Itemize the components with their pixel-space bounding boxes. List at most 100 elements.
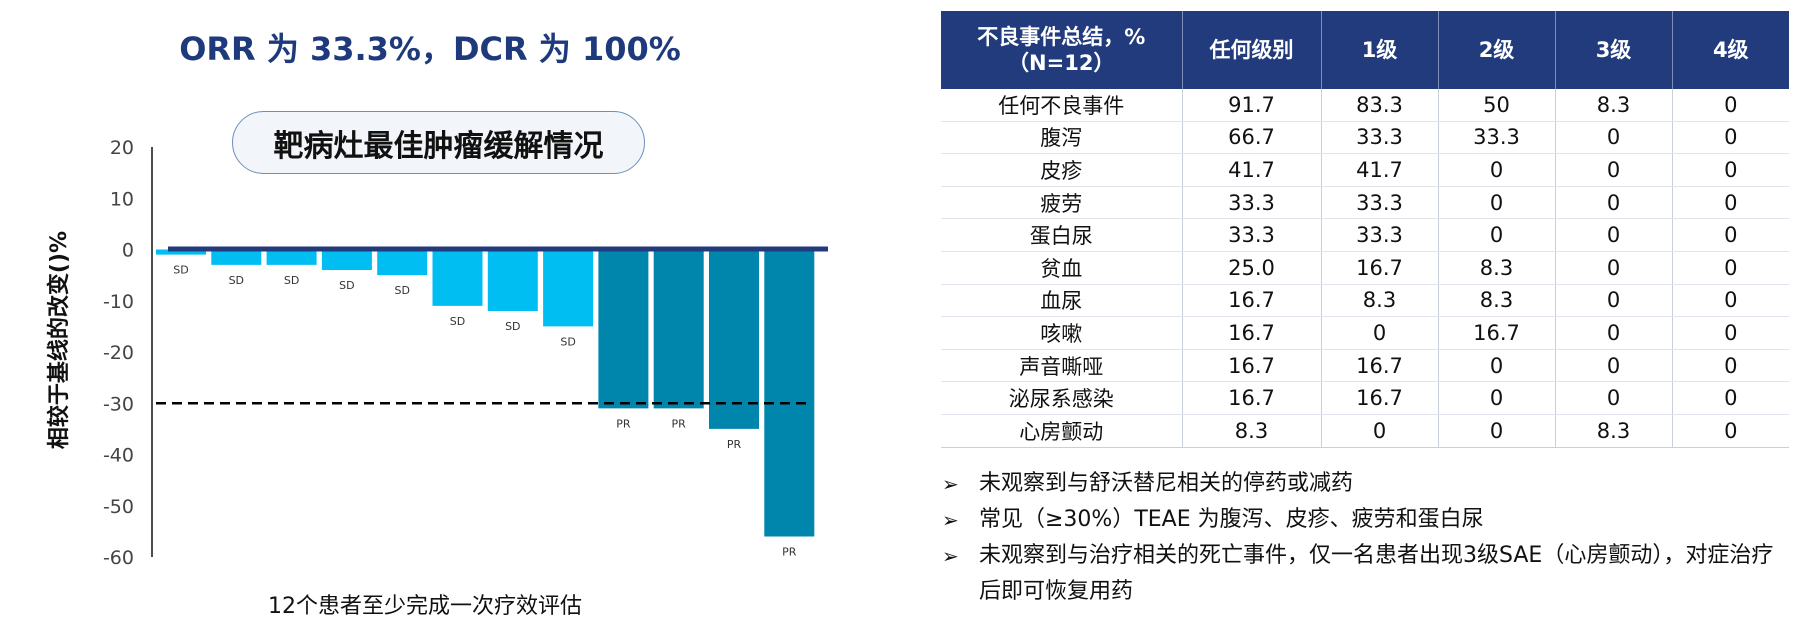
value-cell: 8.3 xyxy=(1321,284,1439,318)
y-axis-label: 相较于基线的改变()% xyxy=(47,230,72,450)
note-item: ➢ 未观察到与舒沃替尼相关的停药或减药 xyxy=(942,466,1792,502)
event-name-cell: 血尿 xyxy=(941,284,1183,318)
event-name-cell: 任何不良事件 xyxy=(941,89,1183,122)
value-cell: 83.3 xyxy=(1321,89,1439,122)
value-cell: 0 xyxy=(1438,186,1556,220)
table-row: 皮疹 41.7 41.7 0 0 0 xyxy=(941,153,1789,187)
value-cell: 33.3 xyxy=(1182,218,1322,252)
value-cell: 8.3 xyxy=(1438,251,1556,285)
note-item: ➢ 未观察到与治疗相关的死亡事件，仅一名患者出现3级SAE（心房颤动），对症治疗… xyxy=(942,538,1792,610)
value-cell: 16.7 xyxy=(1182,284,1322,318)
table-row: 任何不良事件 91.7 83.3 50 8.3 0 xyxy=(941,89,1789,122)
bar-label: PR xyxy=(727,438,742,451)
value-cell: 0 xyxy=(1555,284,1673,318)
bar-label: SD xyxy=(339,279,354,292)
value-cell: 0 xyxy=(1672,316,1789,350)
event-name-cell: 贫血 xyxy=(941,251,1183,285)
notes-list: ➢ 未观察到与舒沃替尼相关的停药或减药 ➢ 常见（≥30%）TEAE 为腹泻、皮… xyxy=(942,466,1792,610)
value-cell: 33.3 xyxy=(1321,186,1439,220)
table-row: 泌尿系感染 16.7 16.7 0 0 0 xyxy=(941,381,1789,415)
table-header-row: 不良事件总结，%（N=12） 任何级别 1级 2级 3级 4级 xyxy=(941,11,1789,89)
bar-2 xyxy=(211,249,262,265)
value-cell: 16.7 xyxy=(1321,349,1439,383)
bar-label: SD xyxy=(505,320,520,333)
x-axis-label: 12个患者至少完成一次疗效评估 xyxy=(268,594,582,619)
y-tick-label: 10 xyxy=(110,188,134,210)
bar-12 xyxy=(764,249,815,537)
bar-1 xyxy=(156,249,206,255)
table-row: 咳嗽 16.7 0 16.7 0 0 xyxy=(941,316,1789,350)
bar-label: SD xyxy=(450,315,465,328)
value-cell: 0 xyxy=(1672,218,1789,252)
note-text: 未观察到与舒沃替尼相关的停药或减药 xyxy=(979,471,1354,496)
value-cell: 50 xyxy=(1438,89,1556,122)
y-tick-label: -60 xyxy=(103,547,134,569)
value-cell: 0 xyxy=(1438,349,1556,383)
event-name-cell: 腹泻 xyxy=(941,121,1183,155)
bar-9 xyxy=(598,249,649,409)
event-name-cell: 声音嘶哑 xyxy=(941,349,1183,383)
bar-10 xyxy=(653,249,704,409)
value-cell: 33.3 xyxy=(1182,186,1322,220)
value-cell: 0 xyxy=(1672,251,1789,285)
value-cell: 91.7 xyxy=(1182,89,1322,122)
y-tick-label: -30 xyxy=(103,393,134,415)
value-cell: 16.7 xyxy=(1182,349,1322,383)
note-item: ➢ 常见（≥30%）TEAE 为腹泻、皮疹、疲劳和蛋白尿 xyxy=(942,502,1792,538)
zero-baseline xyxy=(168,246,828,252)
value-cell: 0 xyxy=(1555,316,1673,350)
arrow-bullet-icon: ➢ xyxy=(942,508,959,532)
value-cell: 8.3 xyxy=(1182,414,1322,448)
bar-6 xyxy=(432,249,483,306)
header-grade-2: 2级 xyxy=(1438,11,1556,89)
y-tick-label: -20 xyxy=(103,342,134,364)
table-row: 蛋白尿 33.3 33.3 0 0 0 xyxy=(941,218,1789,252)
value-cell: 0 xyxy=(1555,381,1673,415)
y-tick-label: 20 xyxy=(110,137,134,159)
bar-label: PR xyxy=(782,546,797,559)
adverse-events-table: 不良事件总结，%（N=12） 任何级别 1级 2级 3级 4级 任何不良事件 91… xyxy=(941,11,1789,448)
table-row: 腹泻 66.7 33.3 33.3 0 0 xyxy=(941,121,1789,155)
header-grade-1: 1级 xyxy=(1321,11,1439,89)
header-any-grade: 任何级别 xyxy=(1182,11,1322,89)
value-cell: 0 xyxy=(1672,186,1789,220)
event-name-cell: 皮疹 xyxy=(941,153,1183,187)
value-cell: 0 xyxy=(1321,414,1439,448)
value-cell: 0 xyxy=(1555,186,1673,220)
chart-title: 靶病灶最佳肿瘤缓解情况 xyxy=(232,111,645,174)
event-name-cell: 疲劳 xyxy=(941,186,1183,220)
header-event-summary: 不良事件总结，%（N=12） xyxy=(941,11,1183,89)
event-name-cell: 蛋白尿 xyxy=(941,218,1183,252)
bar-3 xyxy=(266,249,317,265)
table-row: 疲劳 33.3 33.3 0 0 0 xyxy=(941,186,1789,220)
y-tick-label: -10 xyxy=(103,291,134,313)
value-cell: 16.7 xyxy=(1321,381,1439,415)
value-cell: 25.0 xyxy=(1182,251,1322,285)
value-cell: 0 xyxy=(1438,414,1556,448)
bar-label: SD xyxy=(173,264,188,277)
bar-label: SD xyxy=(284,274,299,287)
value-cell: 16.7 xyxy=(1182,316,1322,350)
event-name-cell: 咳嗽 xyxy=(941,316,1183,350)
table-row: 血尿 16.7 8.3 8.3 0 0 xyxy=(941,284,1789,318)
value-cell: 0 xyxy=(1438,381,1556,415)
y-tick-label: -50 xyxy=(103,496,134,518)
headline: ORR 为 33.3%，DCR 为 100% xyxy=(179,30,681,68)
table-row: 心房颤动 8.3 0 0 8.3 0 xyxy=(941,414,1789,448)
bar-label: SD xyxy=(229,274,244,287)
event-name-cell: 泌尿系感染 xyxy=(941,381,1183,415)
bar-8 xyxy=(543,249,594,327)
bar-5 xyxy=(377,249,428,276)
bar-label: PR xyxy=(672,417,687,430)
bar-7 xyxy=(487,249,538,311)
value-cell: 41.7 xyxy=(1182,153,1322,187)
table-row: 贫血 25.0 16.7 8.3 0 0 xyxy=(941,251,1789,285)
value-cell: 0 xyxy=(1555,218,1673,252)
value-cell: 0 xyxy=(1672,381,1789,415)
y-tick-label: -40 xyxy=(103,445,134,467)
bar-label: SD xyxy=(560,335,575,348)
value-cell: 0 xyxy=(1672,121,1789,155)
value-cell: 0 xyxy=(1672,414,1789,448)
value-cell: 8.3 xyxy=(1555,414,1673,448)
bar-4 xyxy=(321,249,372,270)
